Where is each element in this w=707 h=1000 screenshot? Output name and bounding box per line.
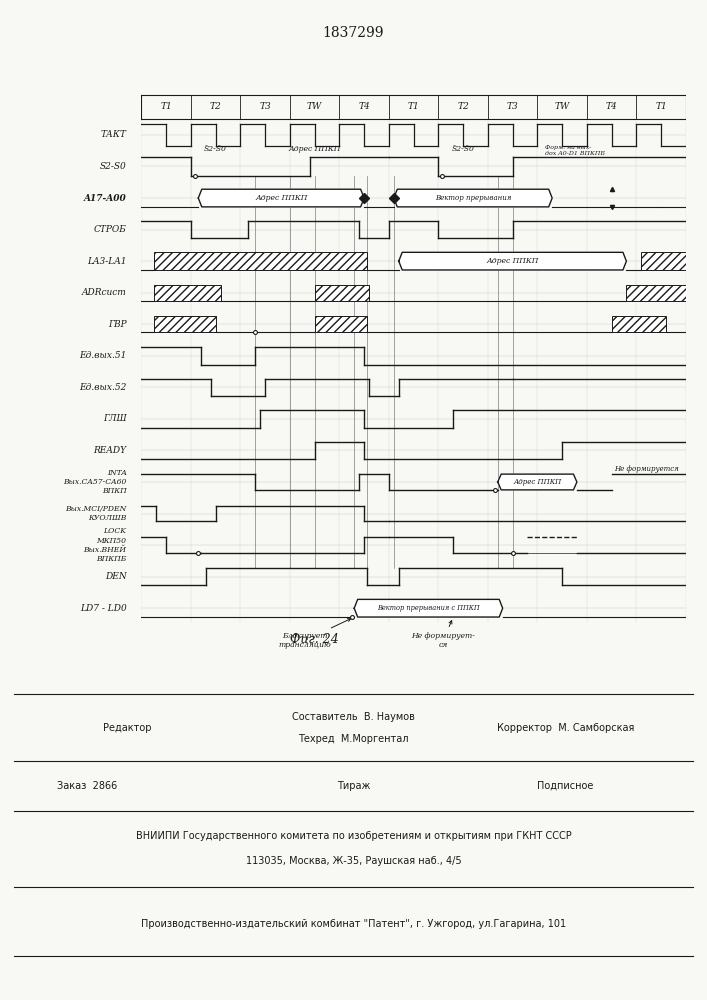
Text: S̄2-S̄0: S̄2-S̄0 bbox=[204, 145, 227, 153]
Text: Адрес ППКП: Адрес ППКП bbox=[513, 478, 561, 486]
Text: Вых.MCI/PDEN
КУОЛШВ: Вых.MCI/PDEN КУОЛШВ bbox=[65, 505, 127, 522]
Text: INTA
Вых.CA57-CA60
ВПКП: INTA Вых.CA57-CA60 ВПКП bbox=[63, 469, 127, 495]
Bar bbox=[315, 285, 369, 301]
Text: Заказ  2866: Заказ 2866 bbox=[57, 781, 117, 791]
Polygon shape bbox=[498, 474, 577, 490]
Text: Форм. на вых-
дох A0-D1 ВПКПБ: Форм. на вых- дох A0-D1 ВПКПБ bbox=[545, 145, 604, 156]
Text: LOCK
МКП50
Вых.ВНЕЙ
ВПКПБ: LOCK МКП50 Вых.ВНЕЙ ВПКПБ bbox=[83, 527, 127, 563]
Polygon shape bbox=[198, 189, 364, 207]
Text: Производственно-издательский комбинат "Патент", г. Ужгород, ул.Гагарина, 101: Производственно-издательский комбинат "П… bbox=[141, 919, 566, 929]
Polygon shape bbox=[399, 252, 626, 270]
Bar bbox=[612, 316, 666, 332]
Text: 113035, Москва, Ж-35, Раушская наб., 4/5: 113035, Москва, Ж-35, Раушская наб., 4/5 bbox=[246, 856, 461, 866]
Text: 1837299: 1837299 bbox=[323, 26, 384, 40]
Text: T3: T3 bbox=[259, 102, 271, 111]
Text: Подписное: Подписное bbox=[537, 781, 594, 791]
Text: TW: TW bbox=[554, 102, 570, 111]
Bar bbox=[626, 285, 686, 301]
Text: S2-S0: S2-S0 bbox=[100, 162, 127, 171]
Text: T2: T2 bbox=[210, 102, 221, 111]
Text: Не формирует-
ся: Не формирует- ся bbox=[411, 621, 475, 649]
Bar bbox=[641, 252, 686, 270]
Text: ВНИИПИ Государственного комитета по изобретениям и открытиям при ГКНТ СССР: ВНИИПИ Государственного комитета по изоб… bbox=[136, 831, 571, 841]
Text: DEN: DEN bbox=[105, 572, 127, 581]
Text: T4: T4 bbox=[606, 102, 617, 111]
Text: ADRcист: ADRcист bbox=[82, 288, 127, 297]
Text: Не формируется: Не формируется bbox=[614, 465, 679, 473]
Bar bbox=[154, 316, 216, 332]
Text: T1: T1 bbox=[408, 102, 419, 111]
Text: T1: T1 bbox=[655, 102, 667, 111]
Bar bbox=[154, 252, 366, 270]
Text: T4: T4 bbox=[358, 102, 370, 111]
Text: ГВР: ГВР bbox=[108, 320, 127, 329]
Text: Техред  М.Моргентал: Техред М.Моргентал bbox=[298, 734, 409, 744]
Text: READY: READY bbox=[93, 446, 127, 455]
Text: Редактор: Редактор bbox=[103, 723, 151, 733]
Text: T1: T1 bbox=[160, 102, 172, 111]
Text: Адрес ППКП: Адрес ППКП bbox=[255, 194, 308, 202]
Text: Блокирует
трансляцию: Блокирует трансляцию bbox=[279, 619, 351, 649]
Text: Корректор  М. Самборская: Корректор М. Самборская bbox=[497, 723, 634, 733]
Polygon shape bbox=[394, 189, 552, 207]
Text: S̄2-S̄0: S̄2-S̄0 bbox=[452, 145, 474, 153]
Text: Фиг. 24: Фиг. 24 bbox=[291, 633, 339, 646]
Text: LD7 - LD0: LD7 - LD0 bbox=[80, 604, 127, 613]
Text: LA3-LA1: LA3-LA1 bbox=[87, 257, 127, 266]
Text: T3: T3 bbox=[507, 102, 518, 111]
Text: TW: TW bbox=[307, 102, 322, 111]
Text: Ед.вых.51: Ед.вых.51 bbox=[79, 351, 127, 360]
Text: СТРОБ: СТРОБ bbox=[94, 225, 127, 234]
Text: Ед.вых.52: Ед.вых.52 bbox=[79, 383, 127, 392]
Text: Составитель  В. Наумов: Составитель В. Наумов bbox=[292, 712, 415, 722]
Bar bbox=[154, 285, 221, 301]
Text: ТАКТ: ТАКТ bbox=[100, 130, 127, 139]
Text: ГЛШ: ГЛШ bbox=[103, 414, 127, 423]
Bar bbox=[315, 316, 366, 332]
Text: Адрес ППКП: Адрес ППКП bbox=[288, 145, 341, 153]
Text: T2: T2 bbox=[457, 102, 469, 111]
Text: A17-A00: A17-A00 bbox=[84, 194, 127, 203]
Polygon shape bbox=[354, 599, 503, 617]
Text: Вектор прерывания: Вектор прерывания bbox=[435, 194, 511, 202]
Text: Тираж: Тираж bbox=[337, 781, 370, 791]
Text: Адрес ППКП: Адрес ППКП bbox=[486, 257, 539, 265]
Text: Вектор прерывания с ППКП: Вектор прерывания с ППКП bbox=[377, 604, 480, 612]
